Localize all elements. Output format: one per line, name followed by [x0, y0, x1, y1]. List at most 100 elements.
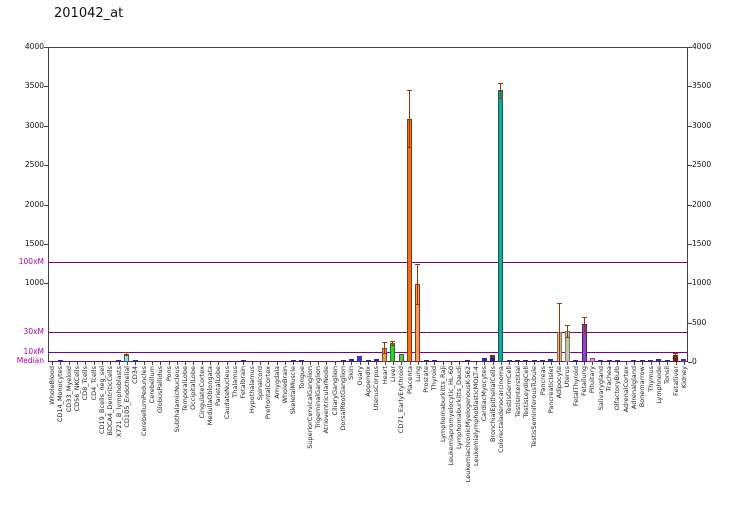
x-tick	[667, 362, 669, 365]
bar-Hypothalamus	[249, 361, 255, 362]
bar-WholeBrain	[282, 361, 288, 362]
error-cap-CD105_Endothelial	[124, 355, 130, 357]
error-cap-Fetalliver	[673, 353, 679, 355]
error-cap-Fetallung	[581, 331, 587, 333]
error-bar-BronchialEpithelialCells	[492, 355, 494, 358]
ref-line-10xM	[48, 351, 688, 353]
x-tick	[334, 362, 336, 365]
y-tick-label-left: 1500	[24, 238, 44, 248]
y-tick-left	[44, 283, 48, 285]
bar-X721_B_lymphoblasts	[116, 360, 122, 362]
bar-Leukemiapromyelocytic_HL-60	[448, 361, 454, 362]
error-cap-Liver	[390, 341, 396, 343]
y-tick-left	[44, 204, 48, 206]
bar-DorsalRootGanglion	[340, 360, 346, 362]
error-bar-Fetalliver	[675, 353, 677, 356]
x-label-Bonemarrow: Bonemarrow	[638, 366, 647, 408]
x-tick	[609, 362, 611, 365]
x-tick	[68, 362, 70, 365]
x-tick	[268, 362, 270, 365]
error-bar-Lung	[417, 263, 419, 305]
bar-SubthalamicNucleus	[174, 361, 180, 362]
y-tick-right	[688, 125, 692, 127]
bar-CD34	[132, 360, 138, 362]
error-bar-Liver	[392, 341, 394, 345]
error-cap-Placenta	[407, 90, 413, 92]
y-tick-label-right: 0	[692, 357, 697, 366]
x-tick	[683, 362, 685, 365]
bar-TrigeminalGanglion	[315, 360, 321, 362]
x-tick	[592, 362, 594, 365]
x-tick	[293, 362, 295, 365]
bar-CD19_Bcells_neg_sel	[99, 360, 105, 362]
x-tick	[417, 362, 419, 365]
x-tick	[93, 362, 95, 365]
bar-CD4_Tcells	[91, 361, 97, 362]
bar-TemporalLobe	[182, 361, 188, 362]
error-cap-Heart	[382, 353, 388, 355]
x-tick	[85, 362, 87, 365]
x-tick	[625, 362, 627, 365]
x-label-Kidney: Kidney	[679, 366, 688, 389]
error-bar-Uterus	[566, 324, 568, 337]
x-tick	[168, 362, 170, 365]
bar-BronchialEpithelialCells	[490, 356, 496, 362]
x-tick	[160, 362, 162, 365]
y-tick-label-right: 3000	[692, 120, 712, 130]
x-label-CD71_EarlyErythroid: CD71_EarlyErythroid	[397, 366, 406, 434]
y-tick-right	[688, 165, 692, 167]
ref-line-30xM	[48, 331, 688, 333]
x-tick	[642, 362, 644, 365]
x-tick	[434, 362, 436, 365]
y-tick-label-left: 3500	[24, 81, 44, 91]
error-cap-Uterus	[564, 336, 570, 338]
bar-PancreaticIslet	[548, 359, 554, 362]
bar-CingulateCortex	[199, 361, 205, 362]
x-label-Tonsil: Tonsil	[663, 366, 672, 384]
bar-Bonemarrow	[639, 359, 645, 362]
x-tick	[52, 362, 54, 365]
bar-Lymphnode	[656, 359, 662, 362]
error-cap-Adipocyte	[556, 360, 562, 362]
error-cap-Liver	[390, 344, 396, 346]
bar-TestisInterstitial	[515, 359, 521, 362]
bar-LeukemialymphoblasticMOLT-4	[473, 360, 479, 362]
bar-Pituitary	[589, 358, 595, 362]
x-tick	[343, 362, 345, 365]
y-tick-label-right: 500	[692, 317, 707, 327]
x-tick	[542, 362, 544, 365]
ref-label-10xM: 10xM	[23, 346, 44, 356]
bar-MedullaOblongata	[207, 361, 213, 362]
x-tick	[675, 362, 677, 365]
y-tick-right	[688, 86, 692, 88]
y-tick-left	[44, 47, 48, 48]
error-bar-CD105_Endothelial	[126, 352, 128, 356]
x-tick	[210, 362, 212, 365]
x-tick	[600, 362, 602, 365]
bar-Thymus	[648, 359, 654, 362]
y-tick-left	[44, 86, 48, 88]
x-tick	[126, 362, 128, 365]
error-cap-Fetalliver	[673, 356, 679, 357]
error-cap-Lung	[415, 263, 421, 265]
bar-Ovary	[357, 355, 363, 362]
bar-ParietalLobe	[215, 361, 221, 362]
ref-label-Median: Median	[16, 355, 44, 365]
y-tick-left	[44, 165, 48, 167]
x-tick	[575, 362, 577, 365]
bar-Tongue	[299, 360, 304, 362]
x-tick	[185, 362, 187, 365]
bar-CerebellumPeduncles	[141, 361, 147, 362]
bar-SkeletalMuscle	[290, 359, 296, 362]
x-tick	[534, 362, 536, 365]
bar-Appendix	[365, 359, 371, 362]
bar-Prostate	[423, 359, 429, 362]
bar-Pons	[166, 361, 172, 362]
x-tick	[110, 362, 112, 365]
error-cap-Colorectaladenocarcinoma	[498, 97, 504, 99]
x-tick	[259, 362, 261, 365]
error-cap-Heart	[382, 342, 388, 344]
x-tick	[392, 362, 394, 365]
bar-AdrenalCortex	[623, 360, 629, 362]
x-tick	[567, 362, 569, 365]
